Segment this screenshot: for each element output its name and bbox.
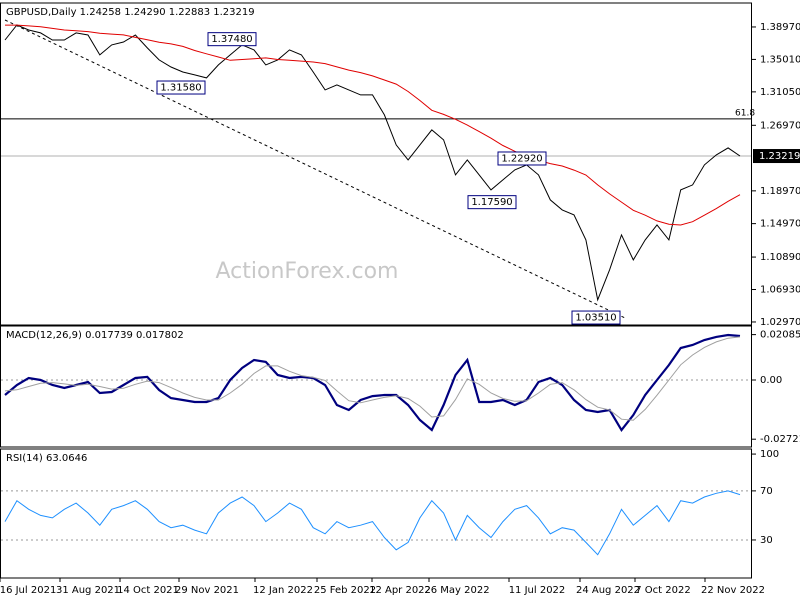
annotation-label: 1.37480 xyxy=(211,34,252,45)
annotation-label: 1.31580 xyxy=(160,83,201,94)
annotation-label: 1.17590 xyxy=(471,197,512,208)
panel-frame xyxy=(0,448,752,579)
x-tick-label: 25 Feb 2022 xyxy=(314,585,376,596)
y-tick-label: 70 xyxy=(760,486,773,497)
panel-title: GBPUSD,Daily 1.24258 1.24290 1.22883 1.2… xyxy=(6,7,255,18)
x-tick-label: 16 Jul 2021 xyxy=(0,585,56,596)
panel-title: MACD(12,26,9) 0.017739 0.017802 xyxy=(6,330,184,341)
x-tick-label: 12 Apr 2022 xyxy=(369,585,431,596)
annotation-box xyxy=(156,80,206,95)
annotation-box xyxy=(207,32,257,47)
y-tick-label: 30 xyxy=(760,535,773,546)
annotation-box xyxy=(467,195,517,210)
x-tick-label: 31 Aug 2021 xyxy=(56,585,120,596)
x-tick-label: 12 Jan 2022 xyxy=(253,585,313,596)
x-tick-label: 24 Aug 2022 xyxy=(576,585,640,596)
panel-frame xyxy=(0,325,752,448)
x-tick-label: 7 Oct 2022 xyxy=(635,585,690,596)
annotation-label: 1.22920 xyxy=(501,153,542,164)
panel-frame xyxy=(0,2,752,326)
annotation-box xyxy=(571,310,621,325)
y-tick-label: 1.10890 xyxy=(760,252,800,263)
series-line xyxy=(5,24,741,226)
series-line xyxy=(4,333,741,432)
x-tick-label: 14 Oct 2021 xyxy=(117,585,179,596)
x-tick-label: 29 Nov 2021 xyxy=(175,585,239,596)
x-tick-label: 22 Nov 2022 xyxy=(701,585,765,596)
last-price-box xyxy=(753,149,800,164)
x-tick-label: 11 Jul 2022 xyxy=(509,585,566,596)
series-line xyxy=(4,24,741,302)
fib-label: 61.8 xyxy=(735,108,755,118)
y-tick-label: 1.31050 xyxy=(760,87,800,98)
series-line xyxy=(4,336,741,421)
y-tick-label: 0.020858 xyxy=(760,330,800,341)
y-tick-label: 1.26970 xyxy=(760,120,800,131)
watermark: ActionForex.com xyxy=(216,259,399,284)
y-tick-label: 1.02970 xyxy=(760,317,800,328)
y-tick-label: 1.18970 xyxy=(760,186,800,197)
panel-title: RSI(14) 63.0646 xyxy=(6,453,87,464)
y-tick-label: -0.027213 xyxy=(760,434,800,445)
trend-line xyxy=(4,19,626,319)
y-tick-label: 100 xyxy=(760,449,779,460)
last-price-label: 1.23219 xyxy=(759,151,800,162)
x-tick-label: 26 May 2022 xyxy=(424,585,489,596)
y-tick-label: 1.14970 xyxy=(760,219,800,230)
y-tick-label: 1.35010 xyxy=(760,54,800,65)
series-line xyxy=(4,490,741,556)
annotation-box xyxy=(497,151,547,166)
y-tick-label: 0.00 xyxy=(760,375,782,386)
y-tick-label: 1.38970 xyxy=(760,22,800,33)
y-tick-label: 1.06930 xyxy=(760,285,800,296)
annotation-label: 1.03510 xyxy=(575,313,616,324)
